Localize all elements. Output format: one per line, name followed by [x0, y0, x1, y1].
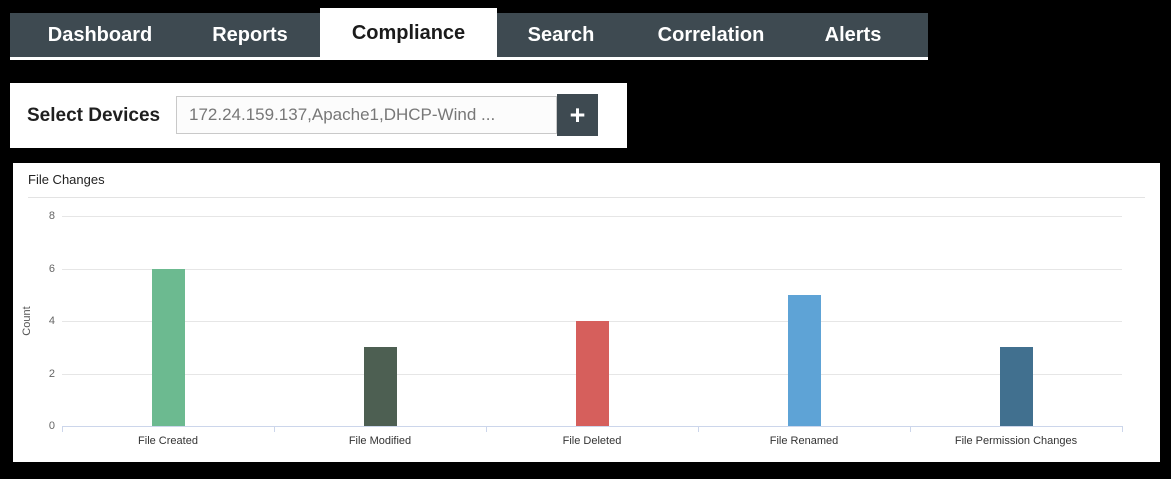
select-devices-label: Select Devices	[27, 105, 161, 126]
tab-dashboard[interactable]: Dashboard	[47, 24, 153, 46]
y-gridline	[62, 216, 1122, 217]
add-device-button[interactable]: +	[557, 94, 598, 136]
bar-file-modified[interactable]	[363, 347, 397, 426]
x-axis-tick	[698, 426, 699, 432]
x-category-label: File Renamed	[769, 435, 839, 447]
x-category-label: File Permission Changes	[954, 435, 1078, 447]
x-axis-tick	[274, 426, 275, 432]
bar-file-renamed[interactable]	[787, 294, 821, 426]
y-tick-label: 0	[48, 420, 55, 432]
x-axis-tick	[62, 426, 63, 432]
tab-compliance[interactable]: Compliance	[320, 8, 497, 60]
top-navbar: Dashboard Reports Compliance Search Corr…	[10, 8, 928, 60]
y-tick-label: 8	[48, 210, 55, 222]
chart-title: File Changes	[28, 172, 105, 187]
bar-file-deleted[interactable]	[575, 321, 609, 426]
x-category-label: File Created	[138, 435, 198, 447]
device-selector-panel: Select Devices +	[10, 83, 627, 148]
tab-search[interactable]: Search	[527, 24, 595, 46]
y-axis-title: Count	[21, 306, 33, 336]
bar-chart-plot: 0 2 4 6 8 File Created File Modified File Delet…	[13, 163, 1160, 462]
chart-title-divider	[28, 197, 1145, 198]
device-list-input[interactable]	[176, 96, 557, 134]
y-tick-label: 4	[48, 315, 55, 327]
y-tick-label: 2	[48, 367, 55, 380]
x-axis-line	[62, 426, 1122, 427]
file-changes-chart-panel: File Changes 0 2 4 6 8 File Created File Modif…	[13, 163, 1160, 462]
x-axis-tick	[486, 426, 487, 432]
bar-file-created[interactable]	[151, 268, 185, 426]
x-axis-tick	[910, 426, 911, 432]
tab-reports[interactable]: Reports	[212, 24, 288, 46]
tab-correlation[interactable]: Correlation	[657, 24, 765, 46]
y-tick-label: 6	[48, 262, 55, 275]
bar-file-permission-changes[interactable]	[999, 347, 1033, 426]
x-category-label: File Deleted	[562, 435, 622, 447]
y-gridline	[62, 268, 1122, 270]
tab-alerts[interactable]: Alerts	[824, 24, 882, 46]
x-category-label: File Modified	[348, 435, 412, 447]
x-axis-tick	[1122, 426, 1123, 432]
